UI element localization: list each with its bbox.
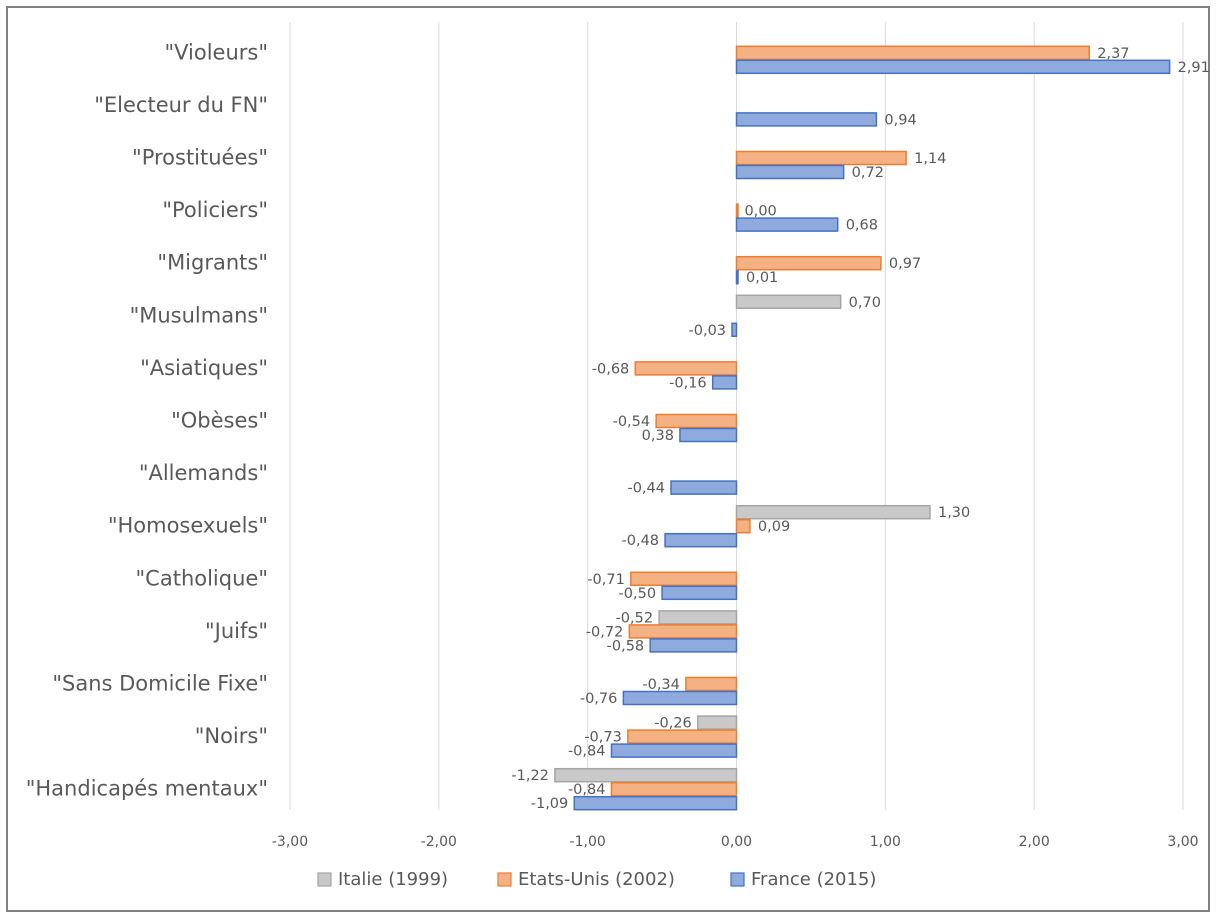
x-axis-tick-labels: -3,00 -2,00 -1,00 0,00 1,00 2,00 3,00 xyxy=(272,834,1199,850)
category-label: "Obèses" xyxy=(171,409,268,433)
data-label: -0,34 xyxy=(642,677,680,693)
data-label: -0,52 xyxy=(616,610,654,626)
data-label: -0,73 xyxy=(584,730,622,746)
bar xyxy=(634,361,738,376)
chart-frame xyxy=(6,6,1210,912)
x-tick-label: 3,00 xyxy=(1167,834,1198,850)
bar xyxy=(735,112,878,127)
data-label: -0,48 xyxy=(622,533,660,549)
bar xyxy=(735,150,907,166)
data-label: 0,94 xyxy=(884,112,916,128)
data-label: 2,91 xyxy=(1178,60,1210,76)
bar xyxy=(658,610,738,625)
bar xyxy=(697,715,738,730)
bar xyxy=(735,164,845,180)
data-label: -0,03 xyxy=(689,323,727,339)
bar xyxy=(735,518,751,534)
data-label: -0,44 xyxy=(627,481,665,497)
bar xyxy=(735,504,931,520)
data-label: 0,01 xyxy=(746,270,778,286)
data-label: 1,14 xyxy=(914,151,946,167)
x-tick-label: 1,00 xyxy=(870,834,901,850)
bar xyxy=(630,571,738,587)
data-label: -0,72 xyxy=(586,624,624,640)
bar xyxy=(731,322,738,338)
data-label: -0,26 xyxy=(654,716,692,732)
x-tick-label: -2,00 xyxy=(421,834,457,850)
bar xyxy=(670,480,738,495)
bar xyxy=(735,269,739,285)
bar xyxy=(573,795,738,811)
category-label: "Musulmans" xyxy=(130,303,268,327)
category-label: "Catholique" xyxy=(136,566,268,590)
data-label: -0,54 xyxy=(613,414,651,430)
bars xyxy=(554,45,1171,811)
data-label: -1,22 xyxy=(511,768,549,784)
data-label: 0,09 xyxy=(758,519,790,535)
data-label: 0,00 xyxy=(745,204,777,220)
category-label: "Violeurs" xyxy=(164,40,268,64)
category-label: "Migrants" xyxy=(157,251,268,275)
bar xyxy=(735,294,842,310)
data-label: 0,38 xyxy=(642,428,674,444)
legend-swatch xyxy=(730,872,745,887)
data-label: -0,76 xyxy=(580,691,618,707)
category-label: "Asiatiques" xyxy=(140,356,268,380)
bar xyxy=(610,781,738,797)
data-labels: 0,70 1,30 -0,52 -0,26 -1,22 2,37 1,14 0,00 0,97 -… xyxy=(511,46,1210,812)
data-label: -0,58 xyxy=(607,638,645,654)
data-label: 0,97 xyxy=(889,256,921,272)
category-label: "Handicapés mentaux" xyxy=(26,777,268,801)
bar xyxy=(735,203,739,218)
data-label: -0,16 xyxy=(669,375,707,391)
data-label: -0,68 xyxy=(592,361,630,377)
category-label: "Policiers" xyxy=(162,198,268,222)
legend: Italie (1999) Etats-Unis (2002) France (20… xyxy=(317,869,876,890)
data-label: 0,68 xyxy=(846,218,878,234)
bar xyxy=(610,743,738,758)
legend-entry: France (2015) xyxy=(751,869,876,890)
data-label: -1,09 xyxy=(531,796,569,812)
x-tick-label: 0,00 xyxy=(721,834,752,850)
category-label: "Homosexuels" xyxy=(108,514,268,538)
category-label: "Allemands" xyxy=(139,461,268,485)
data-label: -0,84 xyxy=(568,744,606,760)
category-label: "Noirs" xyxy=(195,724,268,748)
category-label: "Electeur du FN" xyxy=(94,93,268,117)
x-tick-label: -1,00 xyxy=(570,834,606,850)
legend-entry: Italie (1999) xyxy=(338,869,448,890)
bar xyxy=(735,59,1171,75)
bar xyxy=(664,532,738,548)
legend-swatch xyxy=(317,872,332,887)
category-label: "Juifs" xyxy=(205,619,268,643)
data-label: -0,71 xyxy=(587,572,625,588)
x-tick-label: -3,00 xyxy=(272,834,308,850)
bar xyxy=(735,217,839,232)
data-label: -0,50 xyxy=(619,586,657,602)
legend-entry: Etats-Unis (2002) xyxy=(518,869,675,890)
category-labels: "Violeurs" "Electeur du FN" "Prostituées" "… xyxy=(26,40,268,800)
bar xyxy=(649,638,738,653)
category-label: "Prostituées" xyxy=(132,146,268,170)
bar xyxy=(735,255,882,271)
bar xyxy=(685,676,738,692)
data-label: 0,70 xyxy=(849,295,881,311)
bar xyxy=(655,413,738,429)
x-tick-label: 2,00 xyxy=(1019,834,1050,850)
legend-swatch xyxy=(497,872,512,887)
bar xyxy=(661,585,738,601)
bar xyxy=(554,767,738,783)
bar xyxy=(679,427,738,443)
bar xyxy=(735,45,1090,61)
bar xyxy=(628,624,738,639)
bar xyxy=(627,729,738,744)
bar xyxy=(711,375,738,390)
bar xyxy=(622,690,738,706)
data-label: 0,72 xyxy=(852,165,884,181)
data-label: -0,84 xyxy=(568,782,606,798)
data-label: 1,30 xyxy=(938,505,970,521)
data-label: 2,37 xyxy=(1097,46,1129,62)
category-label: "Sans Domicile Fixe" xyxy=(52,672,268,696)
